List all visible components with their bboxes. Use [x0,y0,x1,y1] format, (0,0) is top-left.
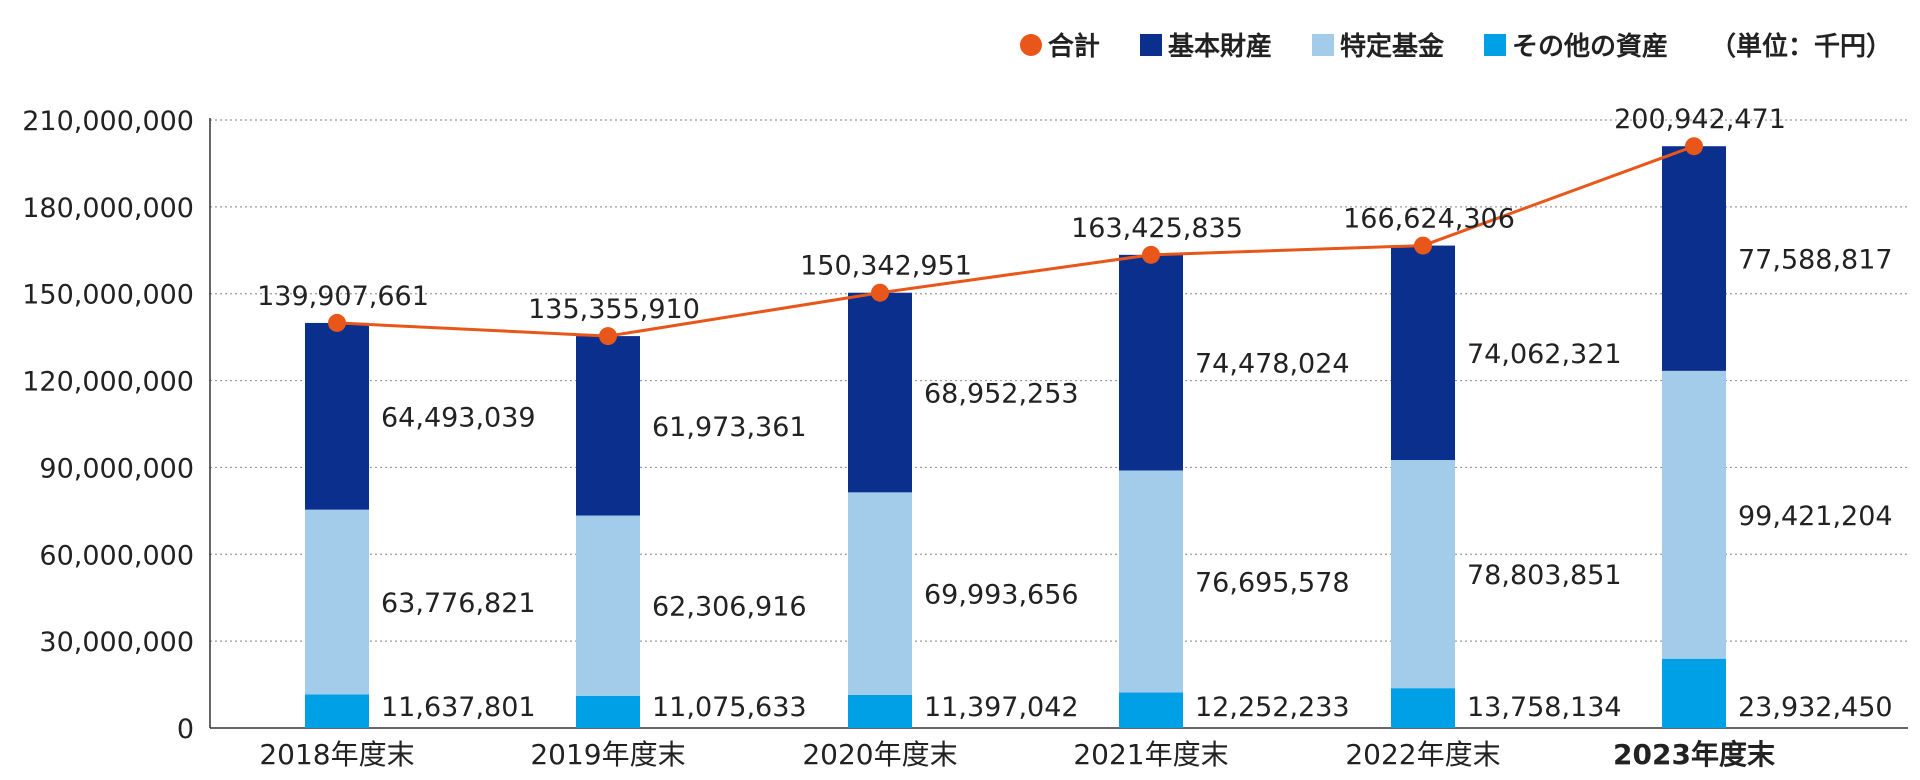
data-label-basic: 74,062,321 [1467,339,1622,370]
data-label-other: 11,397,042 [924,692,1079,723]
data-label-special: 62,306,916 [652,592,807,623]
total-point [328,313,346,332]
data-label-basic: 68,952,253 [924,379,1079,410]
legend-swatch-special [1311,33,1334,56]
bar-segment-special [576,515,640,696]
x-category-label: 2019年度末 [530,738,685,771]
total-point [871,283,889,302]
data-label-other: 13,758,134 [1467,692,1622,723]
y-tick-label: 180,000,000 [22,193,194,224]
legend-swatch-other [1483,33,1506,56]
legend-label-total: 合計 [1047,32,1100,62]
total-data-label: 200,942,471 [1614,104,1786,135]
x-category-label: 2023年度末 [1613,738,1775,771]
y-tick-label: 60,000,000 [39,540,194,571]
y-tick-label: 120,000,000 [22,367,194,398]
data-label-special: 76,695,578 [1195,568,1350,599]
legend-item-total: 合計 [1019,26,1100,63]
total-data-label: 139,907,661 [257,281,429,312]
data-label-special: 69,993,656 [924,580,1079,611]
data-label-basic: 74,478,024 [1195,349,1350,380]
data-label-special: 63,776,821 [381,588,536,619]
bar-segment-special [848,492,912,696]
bar-segment-special [1119,470,1183,693]
bar-segment-basic [1119,254,1183,471]
x-category-label: 2020年度末 [802,738,957,771]
bar-segment-basic [1662,146,1726,371]
legend-swatch-total [1019,33,1042,56]
bar-segment-other [1119,692,1183,728]
legend-label-other: その他の資産 [1511,32,1668,62]
data-label-special: 99,421,204 [1738,501,1893,532]
legend-label-basic: 基本財産 [1167,32,1272,62]
bar-segment-special [1391,460,1455,689]
data-label-other: 12,252,233 [1195,692,1350,723]
legend-label-special: 特定基金 [1339,32,1444,62]
chart-legend: 合計 基本財産 特定基金 その他の資産 （単位：千円） [1019,26,1892,63]
total-data-label: 166,624,306 [1343,204,1515,235]
data-label-basic: 61,973,361 [652,412,807,443]
x-category-label: 2022年度末 [1345,738,1500,771]
bar-segment-other [576,695,640,728]
total-point [1685,137,1703,156]
data-label-special: 78,803,851 [1467,560,1622,591]
x-category-label: 2018年度末 [259,738,414,771]
bar-segment-other [848,695,912,728]
legend-item-other: その他の資産 [1483,26,1668,63]
y-tick-label: 90,000,000 [39,453,194,484]
unit-label: （単位：千円） [1709,32,1892,62]
total-point [1142,245,1160,264]
legend-item-special: 特定基金 [1311,26,1444,63]
total-point [599,327,617,346]
bar-segment-special [1662,370,1726,659]
bar-segment-other [1662,658,1726,728]
bar-segment-basic [576,336,640,516]
total-point [1414,236,1432,255]
bar-segment-basic [1391,245,1455,461]
y-tick-label: 30,000,000 [39,627,194,658]
bar-segment-special [305,509,369,695]
y-tick-label: 210,000,000 [22,106,194,137]
bar-segment-other [1391,688,1455,728]
data-label-other: 23,932,450 [1738,692,1893,723]
total-data-label: 135,355,910 [528,294,700,325]
total-data-label: 150,342,951 [800,251,972,282]
legend-item-basic: 基本財産 [1139,26,1272,63]
legend-swatch-basic [1139,33,1162,56]
data-label-basic: 77,588,817 [1738,245,1893,276]
y-tick-label: 150,000,000 [22,280,194,311]
y-tick-label: 0 [177,714,194,745]
bar-segment-basic [305,322,369,510]
x-category-label: 2021年度末 [1073,738,1228,771]
data-label-other: 11,075,633 [652,692,807,723]
total-data-label: 163,425,835 [1071,213,1243,244]
data-label-other: 11,637,801 [381,692,536,723]
bar-segment-basic [848,292,912,493]
total-line [336,144,1695,338]
data-label-basic: 64,493,039 [381,402,536,433]
bar-segment-other [305,694,369,728]
